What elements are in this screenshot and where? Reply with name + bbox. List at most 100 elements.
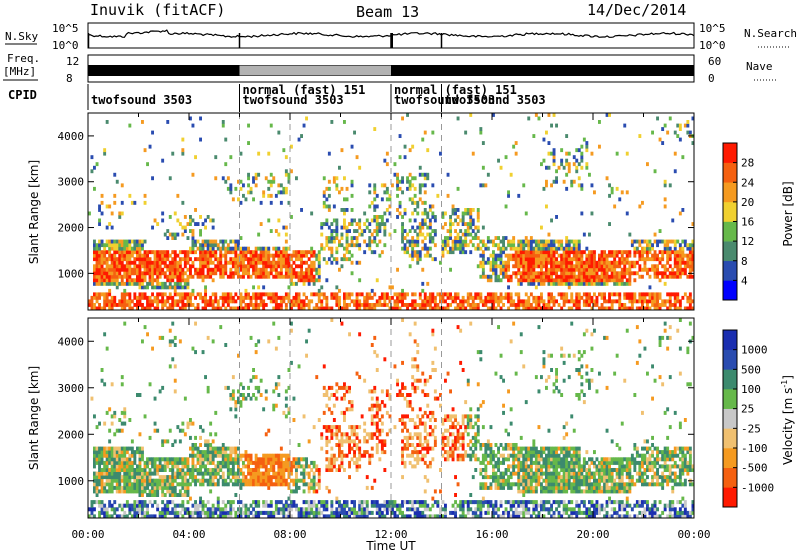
heatmap-cell [257,152,260,156]
heatmap-cell [404,212,407,216]
heatmap-cell [661,275,664,279]
heatmap-cell [209,511,212,515]
heatmap-cell [234,271,237,275]
heatmap-cell [346,296,349,300]
heatmap-cell [121,375,124,379]
heatmap-cell [338,240,341,244]
heatmap-cell [164,439,167,443]
heatmap-cell [669,271,672,275]
heatmap-cell [464,131,467,135]
heatmap-cell [596,268,599,272]
heatmap-cell [146,282,149,286]
heatmap-cell [346,504,349,508]
heatmap-cell [333,454,336,458]
heatmap-cell [583,264,586,268]
heatmap-cell [545,275,548,279]
heatmap-cell [101,450,104,454]
heatmap-cell [272,511,275,515]
heatmap-cell [383,299,386,303]
heatmap-cell [111,482,114,486]
heatmap-cell [341,243,344,247]
heatmap-cell [166,439,169,443]
heatmap-cell [353,507,356,511]
heatmap-cell [202,450,205,454]
heatmap-cell [310,486,313,490]
heatmap-cell [176,194,179,198]
heatmap-cell [351,180,354,184]
heatmap-cell [530,243,533,247]
heatmap-cell [328,407,331,411]
heatmap-cell [661,271,664,275]
heatmap-cell [131,504,134,508]
heatmap-cell [333,461,336,465]
heatmap-cell [103,296,106,300]
heatmap-cell [669,240,672,244]
heatmap-cell [154,461,157,465]
heatmap-cell [192,347,195,351]
heatmap-cell [103,247,106,251]
heatmap-cell [689,299,692,303]
heatmap-cell [93,414,96,418]
heatmap-cell [91,296,94,300]
heatmap-cell [401,229,404,233]
heatmap-cell [570,282,573,286]
heatmap-cell [517,278,520,282]
heatmap-cell [351,222,354,226]
heatmap-cell [608,296,611,300]
heatmap-cell [664,268,667,272]
heatmap-cell [166,250,169,254]
heatmap-cell [565,292,568,296]
heatmap-cell [154,299,157,303]
heatmap-cell [618,250,621,254]
heatmap-cell [373,187,376,191]
heatmap-cell [250,482,253,486]
heatmap-cell [98,268,101,272]
heatmap-cell [540,278,543,282]
heatmap-cell [300,479,303,483]
heatmap-cell [636,247,639,251]
heatmap-cell [161,268,164,272]
heatmap-cell [247,303,250,307]
heatmap-cell [101,368,104,372]
heatmap-cell [192,240,195,244]
heatmap-cell [204,479,207,483]
heatmap-cell [335,285,338,289]
heatmap-cell [144,468,147,472]
heatmap-cell [123,299,126,303]
heatmap-cell [351,404,354,408]
heatmap-cell [275,194,278,198]
heatmap-cell [535,247,538,251]
heatmap-cell [323,176,326,180]
heatmap-cell [477,215,480,219]
heatmap-cell [649,299,652,303]
heatmap-cell [265,303,268,307]
heatmap-cell [505,247,508,251]
heatmap-cell [358,504,361,508]
heatmap-cell [151,226,154,230]
heatmap-cell [565,236,568,240]
heatmap-cell [333,457,336,461]
heatmap-cell [293,275,296,279]
heatmap-cell [255,257,258,261]
heatmap-cell [96,299,99,303]
heatmap-cell [169,468,172,472]
heatmap-cell [204,264,207,268]
heatmap-cell [353,229,356,233]
heatmap-cell [295,271,298,275]
heatmap-cell [174,282,177,286]
heatmap-cell [507,278,510,282]
heatmap-cell [146,511,149,515]
heatmap-cell [404,292,407,296]
heatmap-cell [250,257,253,261]
heatmap-cell [207,386,210,390]
heatmap-cell [679,299,682,303]
heatmap-cell [199,468,202,472]
heatmap-cell [502,261,505,265]
heatmap-cell [548,275,551,279]
heatmap-cell [149,489,152,493]
heatmap-cell [108,247,111,251]
heatmap-cell [482,250,485,254]
heatmap-cell [343,500,346,504]
heatmap-cell [689,131,692,135]
heatmap-cell [197,303,200,307]
